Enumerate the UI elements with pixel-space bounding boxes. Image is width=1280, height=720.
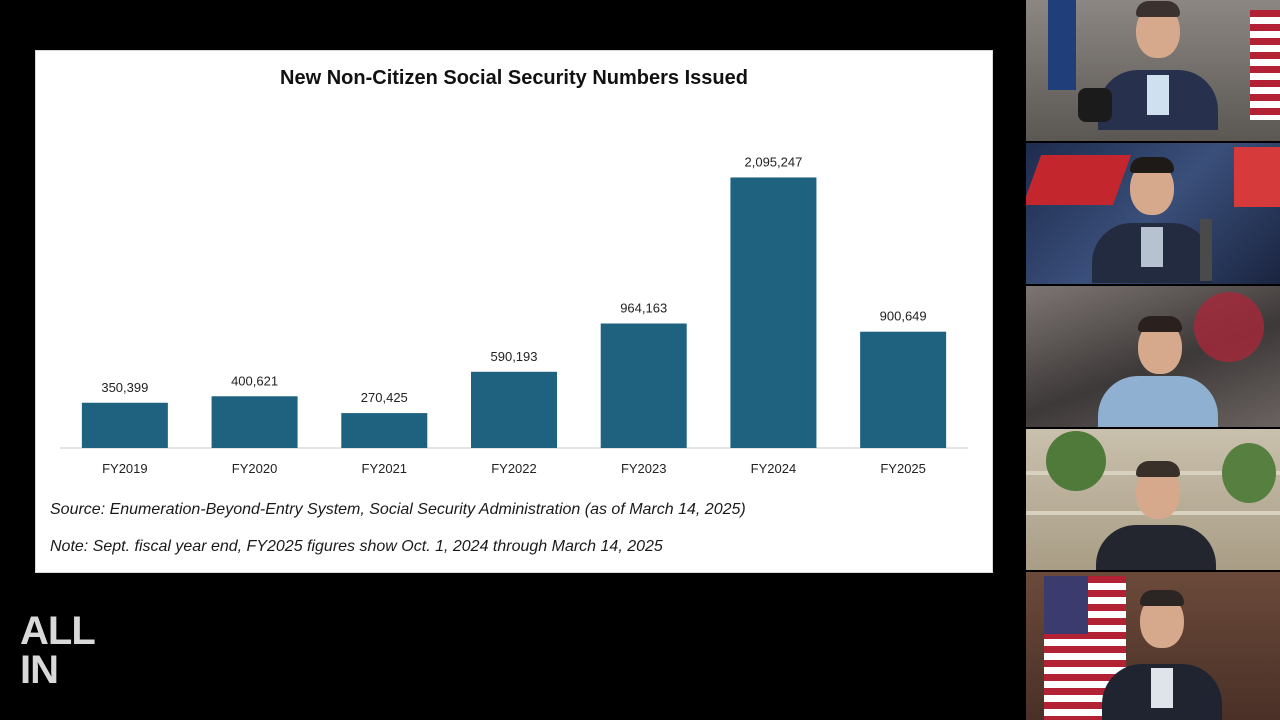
video-tile-1[interactable] [1026,0,1280,141]
data-label-fy2022: 590,193 [491,349,538,364]
flag-icon [1048,0,1076,90]
show-banner [1234,147,1280,207]
flag-icon [1044,576,1088,634]
chart-slide: New Non-Citizen Social Security Numbers … [35,50,993,573]
bar-fy2019 [81,402,168,448]
data-label-fy2023: 964,163 [620,300,667,315]
footnote: Note: Sept. fiscal year end, FY2025 figu… [50,538,663,555]
x-tick-label-fy2019: FY2019 [102,461,148,476]
chart-title: New Non-Citizen Social Security Numbers … [280,67,748,89]
data-label-fy2020: 400,621 [231,373,278,388]
person-hair [1140,590,1184,606]
bar-fy2025 [860,331,947,448]
bar-fy2023 [600,323,687,448]
video-tile-4[interactable] [1026,429,1280,570]
all-in-logo: ALL IN [20,609,96,692]
x-tick-label-fy2022: FY2022 [491,461,537,476]
x-tick-label-fy2023: FY2023 [621,461,667,476]
bar-fy2024 [730,177,817,448]
person-hair [1138,316,1182,332]
person-torso [1098,376,1218,427]
microphone-icon [1078,88,1112,122]
bar-fy2020 [211,396,298,448]
person-torso [1096,525,1216,570]
bar-chart: 350,399 FY2019 400,621 FY2020 270,425 FY2021 5… [60,154,968,476]
video-participants-panel [1026,0,1280,720]
logo-line-2: IN [20,648,59,692]
person-hair [1136,461,1180,477]
video-tile-5[interactable] [1026,572,1280,720]
person-shirt [1141,227,1163,267]
data-label-fy2021: 270,425 [361,390,408,405]
x-tick-label-fy2024: FY2024 [751,461,797,476]
wall-art [1194,292,1264,362]
x-tick-label-fy2020: FY2020 [232,461,278,476]
person-hair [1130,157,1174,173]
data-label-fy2024: 2,095,247 [745,154,803,169]
plant [1046,431,1106,491]
logo-line-1: ALL [20,609,96,653]
person-shirt [1147,75,1169,115]
bar-fy2022 [471,371,557,448]
person-hair [1136,1,1180,17]
show-banner [1026,155,1132,205]
plant [1222,443,1276,503]
flag-icon [1250,10,1280,120]
video-tile-3[interactable] [1026,286,1280,427]
data-label-fy2025: 900,649 [880,309,927,324]
video-tile-2[interactable] [1026,143,1280,284]
source-note: Source: Enumeration-Beyond-Entry System,… [50,501,746,518]
data-label-fy2019: 350,399 [101,380,148,395]
microphone-icon [1200,219,1212,281]
bar-fy2021 [341,413,428,448]
person-shirt [1151,668,1173,708]
x-tick-label-fy2021: FY2021 [362,461,408,476]
x-tick-label-fy2025: FY2025 [880,461,926,476]
